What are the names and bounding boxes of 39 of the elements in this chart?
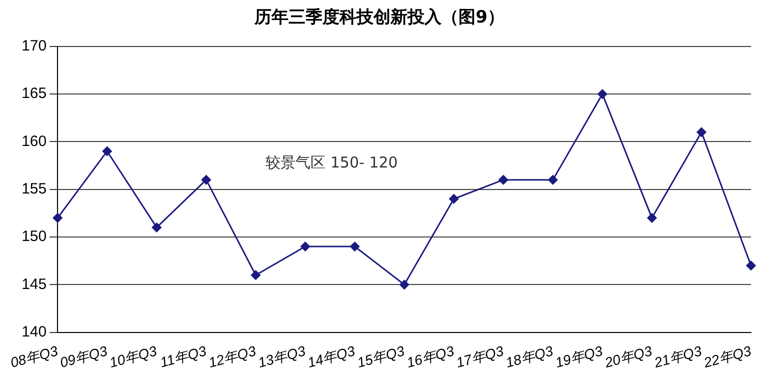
- x-tick-label: 10年Q3: [108, 342, 159, 371]
- point: [300, 242, 310, 252]
- y-tick-label: 160: [22, 132, 47, 150]
- x-tick-label: 14年Q3: [306, 342, 357, 371]
- x-tick-label: 11年Q3: [158, 342, 208, 370]
- x-tick-label: 09年Q3: [58, 342, 110, 371]
- x-tick-label: 21年Q3: [652, 342, 704, 371]
- x-tick-label: 20年Q3: [602, 342, 654, 371]
- x-tick-label: 12年Q3: [206, 342, 258, 371]
- x-tick-label: 16年Q3: [404, 342, 456, 371]
- point: [400, 280, 410, 290]
- x-tick-label: 18年Q3: [504, 342, 555, 371]
- chart-title: 历年三季度科技创新投入（图9）: [254, 8, 504, 28]
- x-tick-label: 22年Q3: [701, 342, 753, 371]
- x-tick-label: 08年Q3: [8, 342, 60, 371]
- point: [598, 89, 608, 99]
- annotation: 较景气区 150- 120: [266, 154, 398, 172]
- y-tick-label: 165: [22, 85, 47, 102]
- x-tick-label: 15年Q3: [355, 342, 406, 371]
- point: [746, 260, 756, 270]
- point: [152, 222, 162, 232]
- point: [250, 270, 260, 280]
- x-tick-label: 17年Q3: [454, 342, 506, 371]
- y-tick-label: 145: [22, 276, 47, 293]
- point: [201, 175, 211, 185]
- x-tick-label: 19年Q3: [553, 342, 604, 371]
- point: [350, 242, 360, 252]
- point: [449, 194, 459, 204]
- x-tick-label: 13年Q3: [256, 342, 308, 371]
- point: [498, 175, 508, 185]
- point: [52, 213, 62, 223]
- point: [102, 146, 112, 156]
- point: [696, 127, 706, 137]
- y-tick-label: 150: [22, 228, 47, 246]
- y-tick-label: 170: [22, 38, 47, 55]
- point: [647, 213, 657, 223]
- point: [548, 175, 558, 185]
- y-tick-label: 140: [22, 323, 47, 340]
- y-tick-label: 155: [22, 180, 47, 198]
